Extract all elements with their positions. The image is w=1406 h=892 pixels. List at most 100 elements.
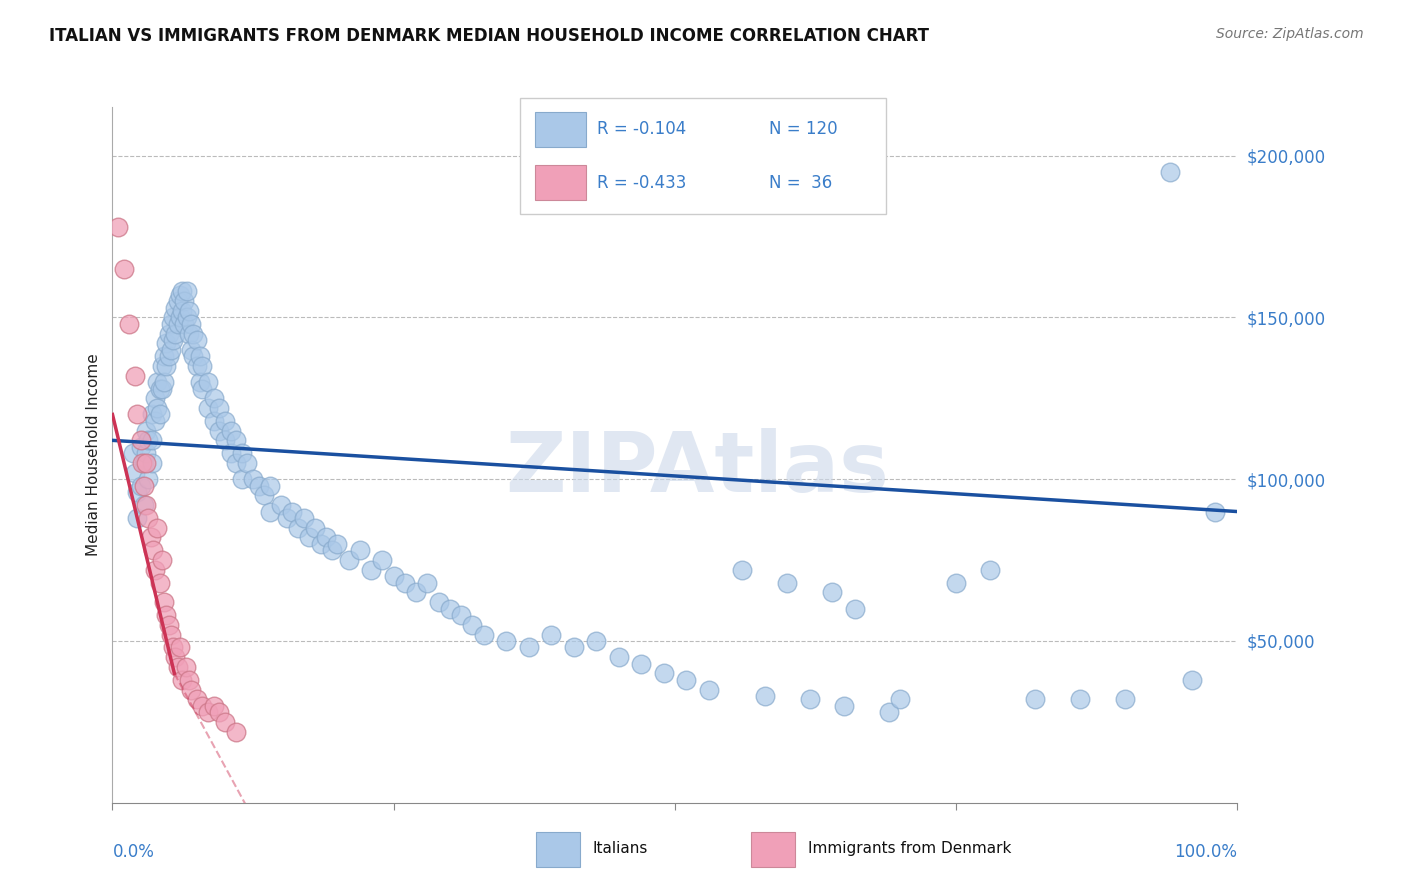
Point xyxy=(162,333,184,347)
Point xyxy=(129,434,152,448)
Point xyxy=(177,326,200,341)
Point xyxy=(315,531,337,545)
Point xyxy=(180,682,202,697)
Point xyxy=(138,434,160,448)
Point xyxy=(562,640,585,655)
Text: ITALIAN VS IMMIGRANTS FROM DENMARK MEDIAN HOUSEHOLD INCOME CORRELATION CHART: ITALIAN VS IMMIGRANTS FROM DENMARK MEDIA… xyxy=(49,27,929,45)
FancyBboxPatch shape xyxy=(751,832,796,867)
Point xyxy=(160,627,183,641)
Point xyxy=(135,424,157,438)
Text: Italians: Italians xyxy=(593,841,648,856)
Point xyxy=(180,343,202,357)
Point xyxy=(607,650,630,665)
Point xyxy=(731,563,754,577)
FancyBboxPatch shape xyxy=(534,112,586,147)
Point xyxy=(132,498,155,512)
Point xyxy=(153,595,176,609)
Point xyxy=(141,434,163,448)
Point xyxy=(652,666,675,681)
Point xyxy=(127,408,149,422)
FancyBboxPatch shape xyxy=(534,165,586,200)
Point xyxy=(259,504,281,518)
Point xyxy=(270,498,292,512)
Point xyxy=(225,724,247,739)
Point xyxy=(202,414,225,428)
Point xyxy=(143,563,166,577)
Point xyxy=(208,401,231,415)
Point xyxy=(141,456,163,470)
Point xyxy=(382,569,405,583)
Point xyxy=(183,349,205,363)
Point xyxy=(405,585,427,599)
Point xyxy=(166,317,188,331)
Point xyxy=(321,543,343,558)
Point xyxy=(1204,504,1226,518)
Point xyxy=(242,472,264,486)
Point xyxy=(142,543,165,558)
Point xyxy=(776,575,799,590)
Point xyxy=(166,660,188,674)
Point xyxy=(208,424,231,438)
Point xyxy=(165,650,187,665)
Point xyxy=(821,585,844,599)
Text: N =  36: N = 36 xyxy=(769,174,832,192)
Point xyxy=(107,219,129,234)
Point xyxy=(461,617,484,632)
Point xyxy=(186,692,208,706)
Point xyxy=(225,434,247,448)
Text: 0.0%: 0.0% xyxy=(112,843,155,861)
Point xyxy=(172,673,194,687)
Text: Immigrants from Denmark: Immigrants from Denmark xyxy=(808,841,1011,856)
Point xyxy=(799,692,821,706)
Point xyxy=(138,511,160,525)
Point xyxy=(697,682,720,697)
Point xyxy=(146,375,169,389)
Point xyxy=(1181,673,1204,687)
Point xyxy=(157,617,180,632)
Point xyxy=(1159,165,1181,179)
Point xyxy=(153,349,176,363)
Point xyxy=(174,660,197,674)
FancyBboxPatch shape xyxy=(536,832,581,867)
Point xyxy=(495,634,517,648)
Point xyxy=(155,359,177,373)
Point xyxy=(162,310,184,325)
Point xyxy=(231,472,253,486)
Point xyxy=(219,446,242,460)
Point xyxy=(219,424,242,438)
Point xyxy=(416,575,439,590)
Point xyxy=(337,553,360,567)
Point xyxy=(540,627,562,641)
Point xyxy=(675,673,697,687)
Point xyxy=(150,359,173,373)
Point xyxy=(180,317,202,331)
Point xyxy=(118,317,141,331)
Point xyxy=(197,401,219,415)
Point xyxy=(132,478,155,492)
Point xyxy=(127,485,149,500)
Point xyxy=(155,608,177,623)
Point xyxy=(360,563,382,577)
Text: 100.0%: 100.0% xyxy=(1174,843,1237,861)
Point xyxy=(172,285,194,299)
Point xyxy=(1069,692,1091,706)
Point xyxy=(149,382,172,396)
Point xyxy=(191,359,214,373)
Point xyxy=(127,511,149,525)
Point xyxy=(472,627,495,641)
Point xyxy=(112,261,135,276)
Point xyxy=(225,456,247,470)
Point xyxy=(188,375,211,389)
Point xyxy=(155,336,177,351)
FancyBboxPatch shape xyxy=(520,98,886,214)
Point xyxy=(150,382,173,396)
Point xyxy=(202,698,225,713)
Point xyxy=(259,478,281,492)
Point xyxy=(177,673,200,687)
Point xyxy=(124,368,146,383)
Point xyxy=(208,705,231,719)
Point xyxy=(214,434,236,448)
Point xyxy=(214,714,236,729)
Text: N = 120: N = 120 xyxy=(769,120,838,138)
Text: ZIPAtlas: ZIPAtlas xyxy=(505,428,890,509)
